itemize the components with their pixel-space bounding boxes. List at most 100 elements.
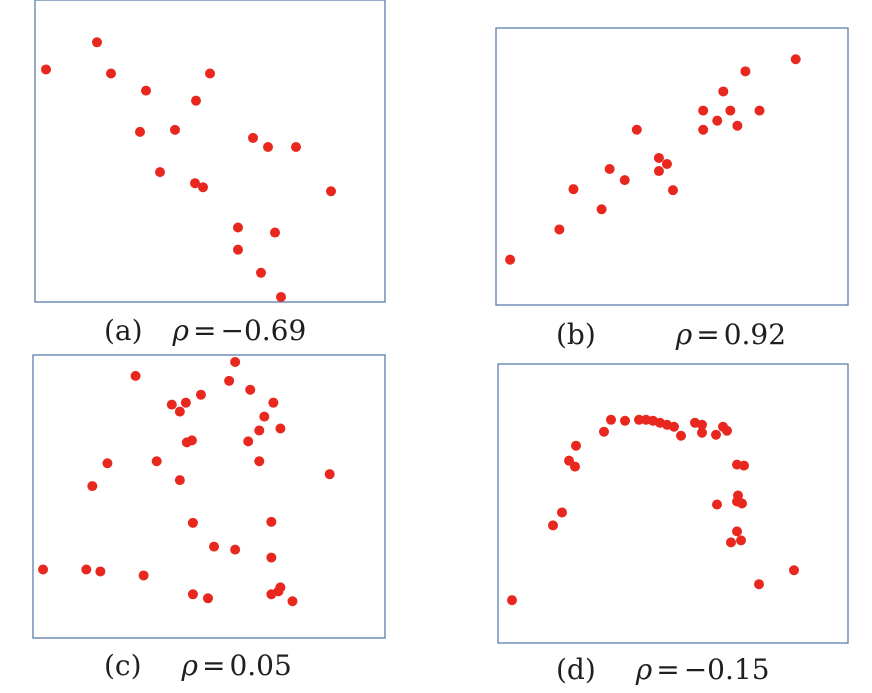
panel-a-label: (a) <box>104 314 143 347</box>
panel-d-point-15 <box>669 421 679 432</box>
panel-a-point-16 <box>233 222 243 233</box>
panel-a-rho-value: −0.69 <box>220 314 306 347</box>
panel-a-point-8 <box>205 68 215 79</box>
panel-d-point-6 <box>571 440 581 451</box>
panel-b-point-12 <box>698 124 709 135</box>
panel-a-point-4 <box>141 85 151 96</box>
panel-c-point-7 <box>230 356 241 367</box>
panel-d-caption: (d) ρ = −0.15 <box>556 653 770 686</box>
panel-c: (c) ρ = 0.05 <box>32 354 386 682</box>
panel-a-point-14 <box>291 141 301 152</box>
panel-b-point-18 <box>740 66 751 77</box>
panel-d-point-30 <box>726 537 736 548</box>
panel-b: (b) ρ = 0.92 <box>495 27 849 351</box>
panel-d-point-19 <box>697 427 707 438</box>
panel-b-frame <box>495 27 849 306</box>
panel-c-point-1 <box>130 370 141 381</box>
panel-d-point-33 <box>789 565 799 576</box>
panel-c-point-27 <box>38 564 49 575</box>
panel-c-point-12 <box>243 436 254 447</box>
panel-b-point-7 <box>631 124 642 135</box>
panel-d-point-8 <box>606 414 616 425</box>
panel-d-point-24 <box>739 460 749 471</box>
panel-d: (d) ρ = −0.15 <box>497 363 849 686</box>
panel-d-point-31 <box>736 535 746 546</box>
panel-d-point-32 <box>754 579 764 590</box>
panel-c-point-13 <box>275 423 286 434</box>
panel-a-point-9 <box>155 167 165 178</box>
panel-a-point-15 <box>326 186 336 197</box>
panel-d-points <box>507 414 799 606</box>
panel-d-rho-symbol: ρ <box>635 653 653 686</box>
panel-a-point-11 <box>198 182 208 193</box>
panel-d-point-9 <box>620 415 630 426</box>
panel-c-point-3 <box>174 406 185 417</box>
panel-b-point-2 <box>554 224 565 235</box>
panel-b-point-13 <box>698 105 709 116</box>
panel-d-point-22 <box>722 425 732 436</box>
panel-d-equals: = <box>656 653 679 686</box>
panel-c-point-19 <box>174 475 185 486</box>
panel-c-rho-symbol: ρ <box>181 649 199 682</box>
panel-c-point-22 <box>187 517 198 528</box>
panel-a-point-7 <box>191 95 201 106</box>
panel-d-point-18 <box>697 419 707 430</box>
panel-d-point-25 <box>712 499 722 510</box>
panel-c-point-28 <box>81 564 92 575</box>
panel-c-point-26 <box>266 552 277 563</box>
panel-a-point-19 <box>256 267 266 278</box>
panel-c-equals: = <box>202 649 225 682</box>
panel-b-point-20 <box>790 54 801 65</box>
panel-b-point-11 <box>668 185 679 196</box>
panel-a-point-13 <box>263 141 273 152</box>
panel-a-point-18 <box>233 244 243 255</box>
panel-d-point-28 <box>737 498 747 509</box>
panel-b-point-14 <box>712 115 723 126</box>
panel-a-rho-symbol: ρ <box>172 314 190 347</box>
panel-d-point-20 <box>711 429 721 440</box>
panel-d-point-27 <box>733 490 743 501</box>
panel-d-rho-value: −0.15 <box>684 653 770 686</box>
panel-d-point-10 <box>634 414 644 425</box>
panel-c-point-15 <box>186 435 197 446</box>
panel-a-equals: = <box>193 314 216 347</box>
panel-c-point-24 <box>209 541 220 552</box>
panel-c-points <box>38 356 335 607</box>
panel-b-point-16 <box>725 105 736 116</box>
panel-a-points <box>41 37 336 302</box>
panel-c-point-5 <box>195 389 206 400</box>
panel-c-point-35 <box>275 582 286 593</box>
panel-a-point-17 <box>270 227 280 238</box>
panel-c-point-25 <box>230 544 241 555</box>
panel-b-point-3 <box>568 184 579 195</box>
panel-b-point-4 <box>596 204 607 215</box>
panel-d-point-1 <box>507 595 517 606</box>
panel-a-point-5 <box>135 126 145 137</box>
panel-d-point-7 <box>599 426 609 437</box>
panel-a: (a) ρ = −0.69 <box>34 0 386 347</box>
panel-a-point-10 <box>190 178 200 189</box>
panel-c-point-4 <box>180 397 191 408</box>
panel-b-point-17 <box>732 120 743 131</box>
panel-b-caption: (b) ρ = 0.92 <box>556 318 786 351</box>
panel-d-point-3 <box>557 507 567 518</box>
panel-a-frame <box>34 0 386 303</box>
panel-c-point-11 <box>254 425 265 436</box>
panel-c-label: (c) <box>104 649 142 682</box>
panel-c-point-21 <box>324 469 335 480</box>
panel-a-point-3 <box>106 68 116 79</box>
panel-c-point-16 <box>151 456 162 467</box>
panel-b-label: (b) <box>556 318 596 351</box>
panel-c-rho-value: 0.05 <box>229 649 291 682</box>
panel-c-point-17 <box>102 458 113 469</box>
panel-a-point-1 <box>41 64 51 75</box>
panel-b-point-19 <box>754 105 765 116</box>
panel-c-point-10 <box>259 411 270 422</box>
panel-c-point-9 <box>268 397 279 408</box>
panel-d-label: (d) <box>556 653 596 686</box>
panel-b-point-9 <box>661 158 672 169</box>
panel-d-point-2 <box>548 520 558 531</box>
panel-c-frame <box>32 354 386 639</box>
panel-c-point-29 <box>95 566 106 577</box>
